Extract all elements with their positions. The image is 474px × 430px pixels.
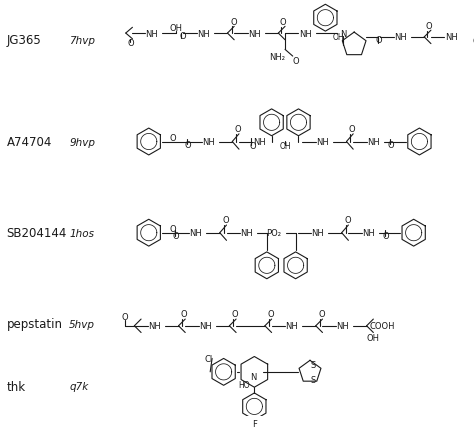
Text: NH: NH — [316, 138, 329, 147]
Text: O: O — [292, 57, 299, 66]
Text: NH: NH — [362, 229, 375, 238]
Text: thk: thk — [7, 380, 26, 393]
Text: NH: NH — [253, 138, 265, 147]
Text: O: O — [222, 215, 229, 224]
Text: N: N — [250, 372, 256, 381]
Text: S: S — [310, 375, 316, 384]
Text: O: O — [383, 231, 389, 240]
Text: NH: NH — [311, 229, 324, 238]
Text: O: O — [173, 231, 179, 240]
Text: OH: OH — [367, 333, 380, 342]
Text: PO₂: PO₂ — [266, 229, 281, 238]
Text: O: O — [344, 215, 351, 224]
Text: NH₂: NH₂ — [269, 52, 285, 61]
Text: O: O — [376, 36, 383, 45]
Text: HO: HO — [238, 380, 250, 389]
Text: N: N — [340, 30, 347, 38]
Text: 9hvp: 9hvp — [69, 137, 95, 147]
Text: NH: NH — [394, 33, 407, 42]
Text: OH: OH — [333, 33, 345, 42]
Text: NH: NH — [285, 322, 298, 331]
Text: pepstatin: pepstatin — [7, 318, 63, 331]
Text: O: O — [280, 18, 286, 27]
Text: O: O — [169, 225, 176, 234]
Text: O: O — [318, 309, 325, 318]
Text: NH: NH — [336, 322, 349, 331]
Text: O: O — [232, 309, 238, 318]
Text: NH: NH — [367, 138, 380, 147]
Text: O: O — [181, 309, 188, 318]
Text: O: O — [185, 141, 191, 150]
Text: O: O — [249, 141, 256, 150]
Text: 1hos: 1hos — [69, 228, 94, 238]
Text: Cl: Cl — [204, 354, 213, 363]
Text: O: O — [179, 32, 186, 41]
Text: NH: NH — [445, 33, 457, 42]
Text: O: O — [127, 39, 134, 48]
Text: SB204144: SB204144 — [7, 227, 67, 240]
Text: NH: NH — [190, 229, 202, 238]
Text: NH: NH — [148, 322, 161, 331]
Text: O: O — [349, 124, 356, 133]
Text: A74704: A74704 — [7, 136, 52, 149]
Text: JG365: JG365 — [7, 34, 41, 47]
Text: S: S — [310, 360, 316, 369]
Text: 7hvp: 7hvp — [69, 36, 95, 46]
Text: O: O — [387, 141, 394, 150]
Text: O: O — [267, 309, 274, 318]
Text: NH: NH — [248, 30, 261, 38]
Text: O: O — [169, 134, 176, 143]
Text: q7k: q7k — [69, 381, 88, 391]
Text: COOH: COOH — [369, 322, 395, 331]
Text: 5hvp: 5hvp — [69, 319, 95, 329]
Text: O: O — [121, 312, 128, 321]
Text: NH: NH — [202, 138, 215, 147]
Text: NH: NH — [197, 30, 210, 38]
Text: F: F — [252, 419, 257, 428]
Text: O: O — [473, 37, 474, 46]
Text: NH: NH — [145, 30, 158, 38]
Text: O: O — [426, 22, 432, 31]
Text: OH: OH — [279, 141, 291, 150]
Text: OH: OH — [169, 24, 182, 33]
Text: O: O — [231, 18, 237, 27]
Text: O: O — [235, 124, 241, 133]
Text: NH: NH — [240, 229, 253, 238]
Text: NH: NH — [199, 322, 212, 331]
Text: NH: NH — [299, 30, 311, 38]
